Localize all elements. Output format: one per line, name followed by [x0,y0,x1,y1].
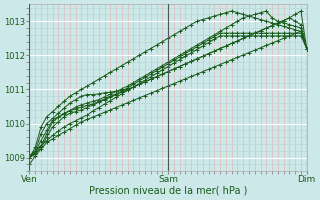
X-axis label: Pression niveau de la mer( hPa ): Pression niveau de la mer( hPa ) [89,186,247,196]
